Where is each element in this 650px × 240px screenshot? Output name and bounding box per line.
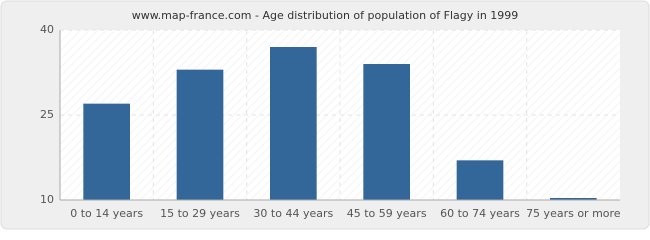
bar <box>363 64 410 200</box>
chart-title: www.map-france.com - Age distribution of… <box>132 9 519 22</box>
bar <box>83 103 130 200</box>
x-tick-label: 0 to 14 years <box>70 207 143 220</box>
bar <box>456 160 504 200</box>
bar <box>270 47 317 200</box>
y-tick-label: 10 <box>40 193 54 206</box>
chart: www.map-france.com - Age distribution of… <box>0 0 650 230</box>
x-tick-label: 60 to 74 years <box>440 207 520 220</box>
x-tick-label: 30 to 44 years <box>253 207 333 220</box>
y-tick-label: 40 <box>40 23 54 36</box>
x-tick-label: 15 to 29 years <box>160 207 240 220</box>
bar <box>176 69 224 201</box>
x-tick-label: 75 years or more <box>526 207 621 220</box>
x-tick-label: 45 to 59 years <box>347 207 427 220</box>
bar <box>550 198 597 200</box>
y-tick-label: 25 <box>40 108 54 121</box>
